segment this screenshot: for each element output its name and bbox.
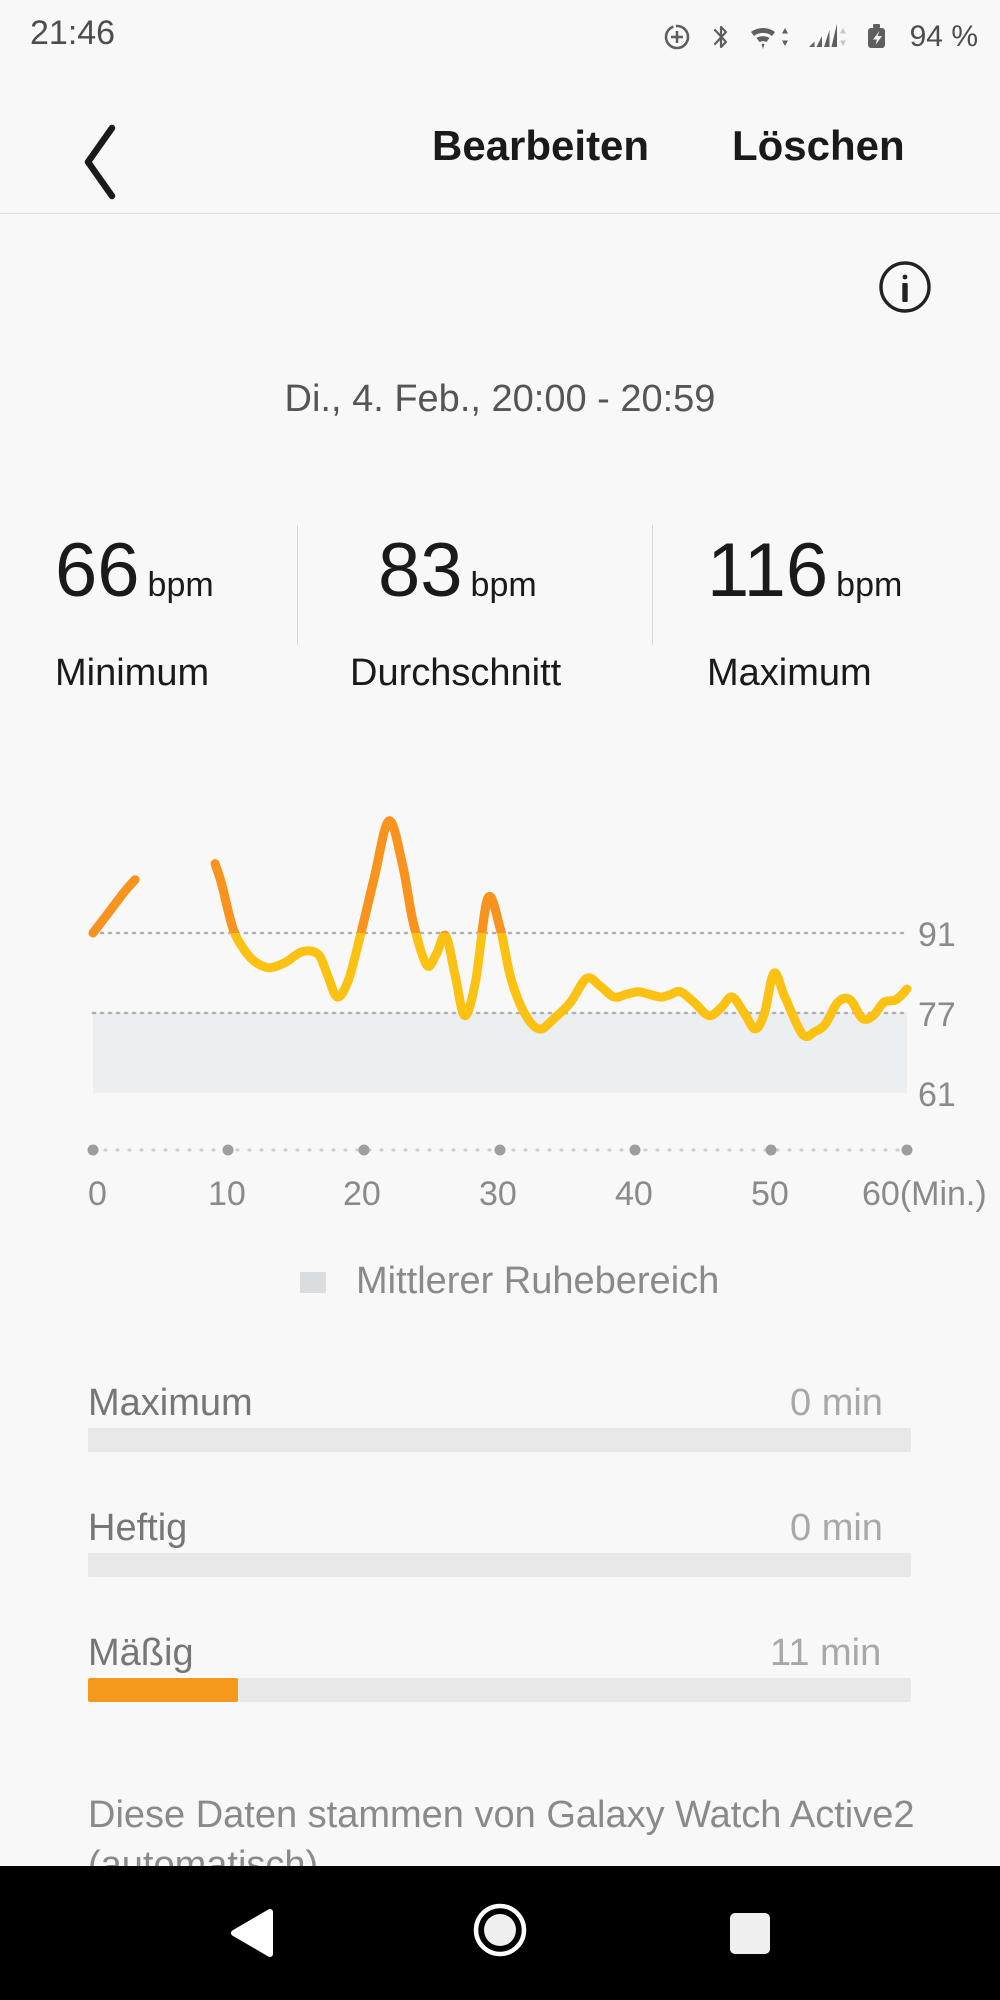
svg-text:61: 61 — [918, 1076, 956, 1114]
svg-text:10: 10 — [208, 1175, 246, 1213]
svg-text:91: 91 — [918, 916, 956, 954]
svg-text:40: 40 — [615, 1175, 653, 1213]
svg-text:20: 20 — [343, 1175, 381, 1213]
svg-text:77: 77 — [918, 996, 956, 1034]
svg-text:50: 50 — [751, 1175, 789, 1213]
svg-text:30: 30 — [479, 1175, 517, 1213]
svg-text:60(Min.): 60(Min.) — [862, 1175, 987, 1213]
svg-text:0: 0 — [88, 1175, 107, 1213]
